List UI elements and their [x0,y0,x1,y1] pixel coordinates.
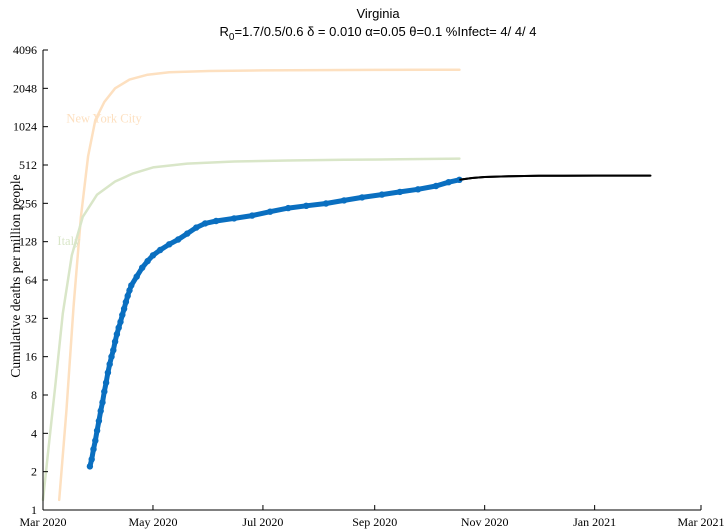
y-ticks: 1 2 4 8 16 32 64 128 256 512 1024 2048 4096 [13,43,48,517]
y-tick-label: 2048 [13,81,37,95]
series-virginia-observed-line [87,177,462,469]
series-virginia-observed-point [86,463,94,470]
series-virginia-observed-point [111,338,119,345]
y-tick-label: 16 [25,350,37,364]
series-virginia-observed-point [149,252,157,259]
series-virginia-observed-point [119,311,126,319]
x-ticks: Mar 2020 May 2020 Jul 2020 Sep 2020 Nov 2020… [20,505,725,529]
series-virginia-observed-point [184,230,191,237]
y-tick-label: 128 [19,235,37,249]
series-virginia-observed-point [322,200,330,207]
series-virginia-observed-point [193,224,200,231]
series-virginia-observed-point [175,236,182,243]
x-tick-label: Nov 2020 [461,515,509,529]
series-virginia-observed-point [358,194,366,201]
series-virginia-observed-point [108,353,115,360]
series-virginia-projection-overlay [459,174,651,181]
x-tick-label: Mar 2020 [20,515,67,529]
marker-layer [86,174,651,470]
series-virginia-observed-point [166,241,173,248]
y-axis-label: Cumulative deaths per million people [8,174,23,377]
series-virginia-observed-point [303,202,310,209]
series-virginia-observed-point [120,305,128,312]
subtitle-r-subscript: 0 [229,32,235,43]
y-tick-label: 4096 [13,43,37,57]
series-virginia-observed-point [456,176,463,183]
y-tick-label: 8 [31,388,37,402]
series-virginia-observed-point [202,220,209,227]
series-virginia-observed-point [266,208,274,215]
series-virginia-observed-point [139,264,146,271]
y-tick-label: 1 [31,503,37,517]
series-virginia-observed-point [432,182,440,190]
x-tick-label: Jul 2020 [242,515,283,529]
annotation-italy: Italy [57,234,81,248]
series-virginia-observed-point [97,407,104,415]
series-virginia-observed-point [133,273,140,280]
series-virginia-observed-point [414,186,422,193]
series-virginia-observed-point [124,292,131,300]
y-tick-label: 1024 [13,120,37,134]
series-virginia-observed-point [122,298,130,306]
series-virginia-observed-point [445,179,452,186]
x-tick-label: Mar 2021 [678,515,725,529]
series-virginia-observed-point [230,215,238,222]
x-tick-label: Sep 2020 [352,515,397,529]
y-tick-label: 64 [25,273,37,287]
subtitle-rest: =1.7/0.5/0.6 δ = 0.010 α=0.05 θ=0.1 %Inf… [234,24,536,39]
annotation-layer: New York City Italy [57,112,142,249]
series-virginia-observed-point [285,204,292,212]
y-tick-label: 512 [19,158,37,172]
series-virginia-observed-point [117,318,124,326]
series-italy-line [41,157,461,502]
subtitle-r: R [219,24,228,39]
series-virginia-observed-point [212,217,220,225]
annotation-new-york-city: New York City [66,112,142,126]
series-virginia-observed-point [128,282,135,289]
series-virginia-observed-point [126,287,133,294]
chart-subtitle: R0=1.7/0.5/0.6 δ = 0.010 α=0.05 θ=0.1 %I… [219,24,536,43]
series-virginia-observed-point [99,399,106,406]
series-virginia-observed-point [101,388,108,395]
series-virginia-observed-point [144,257,151,265]
series-virginia-observed-point [113,331,121,338]
series-virginia-observed-point [88,456,95,463]
x-tick-label: Jan 2021 [573,515,616,529]
series-virginia-observed-point [110,347,117,354]
y-tick-label: 4 [31,426,37,440]
series-virginia-observed-point [115,324,122,331]
series-virginia-observed-point [95,417,103,425]
series-new-york-city-line [57,68,461,502]
series-virginia-observed-point [104,369,112,376]
series-virginia-observed-point [340,197,348,204]
y-tick-label: 32 [25,311,37,325]
chart-title: Virginia [356,6,400,21]
series-virginia-observed-point [396,188,404,196]
series-virginia-observed-point [93,427,101,434]
y-tick-label: 2 [31,465,37,479]
series-virginia-observed-point [378,191,386,198]
series-virginia-observed-point [102,379,110,386]
series-virginia-observed-point [92,437,99,444]
series-virginia-observed-point [106,360,113,368]
series-virginia-observed-point [248,212,256,219]
series-virginia-observed-point [157,246,164,254]
y-tick-label: 256 [19,196,37,210]
x-tick-label: May 2020 [128,515,177,529]
series-virginia-observed-point [90,446,97,453]
